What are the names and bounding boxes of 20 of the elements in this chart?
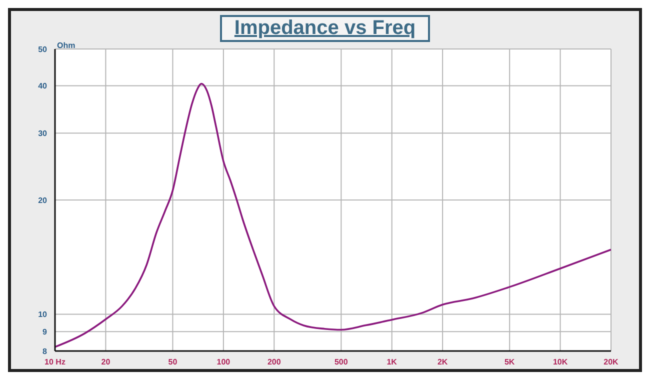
y-tick-label: 30 [38, 129, 48, 138]
x-tick-label: 1K [386, 358, 398, 367]
x-tick-label: 20K [604, 358, 619, 367]
chart-title: Impedance vs Freq [220, 15, 430, 42]
y-tick-label: 20 [38, 196, 48, 205]
x-tick-label: 10 Hz [44, 358, 66, 367]
x-tick-label: 500 [334, 358, 348, 367]
y-axis-title: Ohm [57, 41, 76, 50]
x-tick-label: 20 [101, 358, 111, 367]
y-tick-label: 9 [42, 327, 48, 336]
x-tick-label: 2K [437, 358, 448, 367]
y-tick-label: 50 [38, 44, 48, 54]
y-tick-label: 8 [42, 346, 48, 356]
x-tick-label: 50 [168, 358, 178, 367]
x-tick-label: 200 [267, 358, 282, 367]
x-tick-label: 5K [504, 358, 515, 367]
y-tick-label: 10 [38, 310, 48, 320]
x-tick-label: 100 [216, 358, 231, 367]
y-tick-label: 40 [38, 82, 48, 91]
x-tick-label: 10K [552, 358, 568, 367]
